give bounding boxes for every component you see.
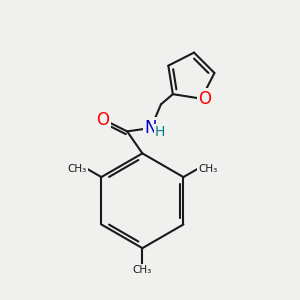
Text: CH₃: CH₃ (68, 164, 87, 174)
Text: H: H (155, 125, 165, 139)
Text: CH₃: CH₃ (198, 164, 217, 174)
Text: CH₃: CH₃ (133, 265, 152, 275)
Text: O: O (96, 111, 109, 129)
Text: N: N (145, 119, 157, 137)
Text: O: O (198, 90, 211, 108)
